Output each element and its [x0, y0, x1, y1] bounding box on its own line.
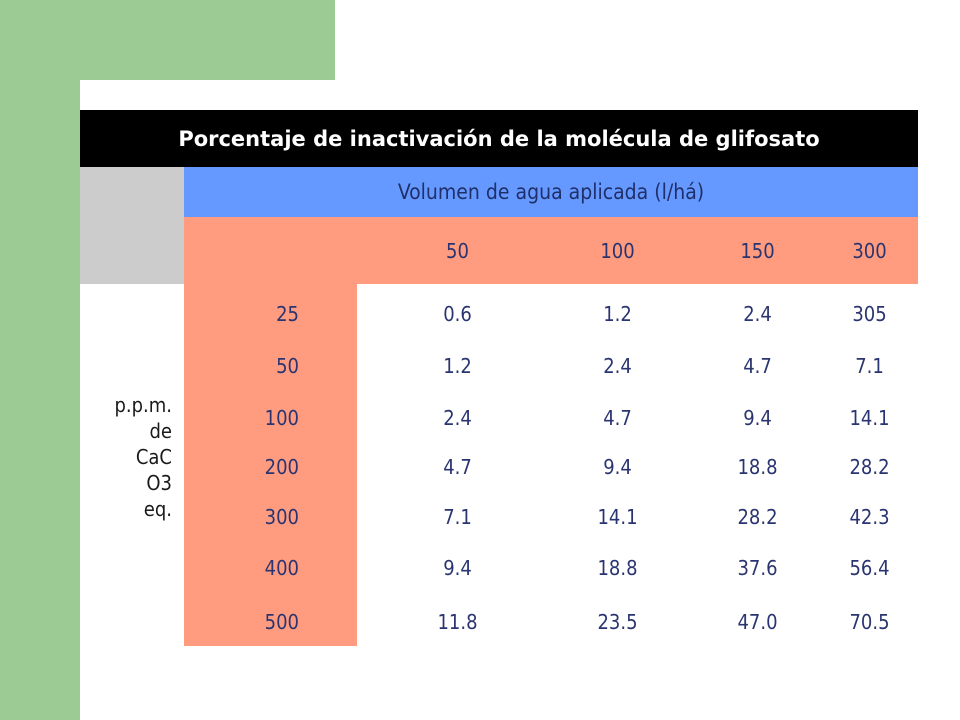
table-cell: 4.7	[443, 455, 472, 479]
green-decoration-left	[0, 0, 80, 720]
row-header: 400	[264, 556, 299, 580]
table-cell: 1.2	[603, 302, 632, 326]
column-header-300: 300	[852, 238, 887, 263]
column-header-100: 100	[600, 238, 635, 263]
table-cell: 305	[852, 302, 887, 326]
table-cell: 2.4	[443, 406, 472, 430]
row-header: 500	[264, 610, 299, 634]
column-header-150: 150	[740, 238, 775, 263]
table-cell: 9.4	[443, 556, 472, 580]
row-axis-label-line: O3	[146, 471, 172, 495]
row-header: 100	[264, 406, 299, 430]
table-cell: 7.1	[443, 505, 472, 529]
row-axis-label-line: de	[149, 419, 173, 443]
corner-block	[80, 167, 184, 284]
row-header: 50	[276, 354, 299, 378]
table-cell: 18.8	[737, 455, 778, 479]
table-cell: 2.4	[743, 302, 772, 326]
table-cell: 23.5	[597, 610, 638, 634]
row-axis-label-line: CaC	[135, 445, 172, 469]
table-title: Porcentaje de inactivación de la molécul…	[80, 110, 918, 167]
table-cell: 14.1	[849, 406, 890, 430]
row-header: 25	[276, 302, 299, 326]
row-axis-label: p.p.m. de CaC O3 eq.	[82, 392, 172, 522]
table-cell: 47.0	[737, 610, 778, 634]
table-cell: 1.2	[443, 354, 472, 378]
row-axis-label-line: eq.	[143, 497, 172, 521]
table-cell: 2.4	[603, 354, 632, 378]
table-cell: 0.6	[443, 302, 472, 326]
row-header: 200	[264, 455, 299, 479]
table-cell: 37.6	[737, 556, 778, 580]
green-decoration-top	[0, 0, 335, 80]
row-header: 300	[264, 505, 299, 529]
column-group-header: Volumen de agua aplicada (l/há)	[184, 167, 918, 217]
column-header-50: 50	[446, 238, 469, 263]
row-axis-label-line: p.p.m.	[114, 393, 172, 417]
table-cell: 18.8	[597, 556, 638, 580]
table-cell: 42.3	[849, 505, 890, 529]
column-header-row	[184, 217, 918, 284]
table-cell: 28.2	[849, 455, 890, 479]
table-cell: 28.2	[737, 505, 778, 529]
table-cell: 70.5	[849, 610, 890, 634]
table-cell: 11.8	[437, 610, 478, 634]
table-cell: 7.1	[855, 354, 884, 378]
table-cell: 56.4	[849, 556, 890, 580]
table-cell: 9.4	[743, 406, 772, 430]
row-header-column	[184, 284, 357, 646]
table-cell: 14.1	[597, 505, 638, 529]
table-cell: 4.7	[603, 406, 632, 430]
row-label-area	[80, 284, 184, 646]
table-cell: 9.4	[603, 455, 632, 479]
table-cell: 4.7	[743, 354, 772, 378]
